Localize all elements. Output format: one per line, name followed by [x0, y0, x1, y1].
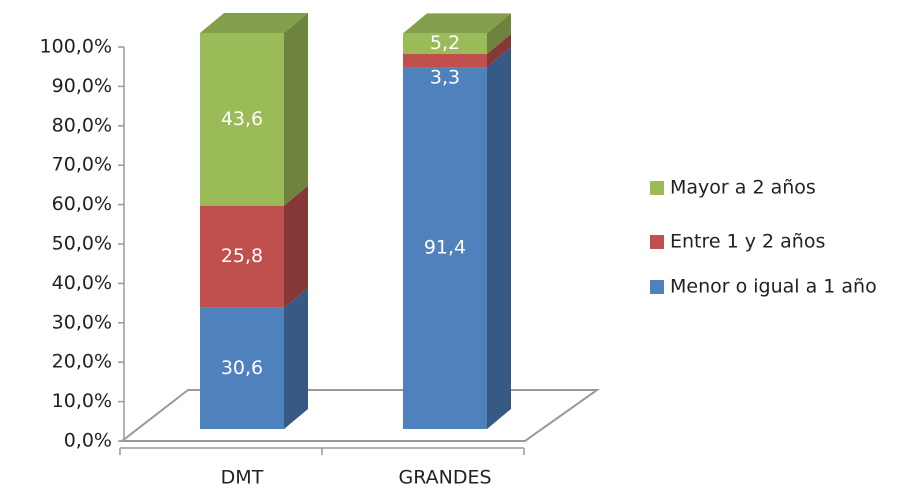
bar [403, 67, 487, 429]
y-tick-label: 70,0% [52, 154, 112, 176]
y-tick-label: 60,0% [52, 193, 112, 215]
y-tick-label: 30,0% [52, 311, 112, 333]
bar-side [284, 13, 308, 206]
value-label: 43,6 [221, 108, 263, 130]
bar-side [284, 185, 308, 308]
bar [403, 33, 487, 54]
value-label: 30,6 [221, 357, 263, 379]
legend-label: Mayor a 2 años [670, 177, 816, 199]
legend-swatch [650, 235, 664, 249]
y-tick-label: 20,0% [52, 351, 112, 373]
bar [403, 53, 487, 68]
x-tick-label: GRANDES [398, 467, 491, 489]
legend-label: Menor o igual a 1 año [670, 276, 877, 298]
bar-side [487, 13, 511, 54]
y-tick-label: 10,0% [52, 390, 112, 412]
bar-side [487, 33, 511, 68]
bar-top [403, 13, 511, 34]
floor [119, 389, 601, 442]
legend-swatch [650, 181, 664, 195]
bar-side [487, 47, 511, 429]
value-label: 3,3 [430, 67, 460, 89]
y-tick-label: 100,0% [40, 36, 112, 58]
y-tick-label: 50,0% [52, 233, 112, 255]
bar-side [284, 287, 308, 429]
y-tick-label: 40,0% [52, 272, 112, 294]
bar [200, 307, 284, 429]
bar [200, 33, 284, 206]
value-label: 5,2 [430, 32, 460, 54]
legend-swatch [650, 280, 664, 294]
y-tick-label: 80,0% [52, 114, 112, 136]
bar [200, 205, 284, 308]
bar-top [200, 13, 308, 33]
x-tick-label: DMT [221, 467, 264, 489]
value-label: 25,8 [221, 245, 263, 267]
value-label: 91,4 [424, 237, 466, 259]
y-tick-label: 0,0% [64, 430, 112, 452]
legend-label: Entre 1 y 2 años [670, 231, 825, 253]
y-tick-label: 90,0% [52, 75, 112, 97]
